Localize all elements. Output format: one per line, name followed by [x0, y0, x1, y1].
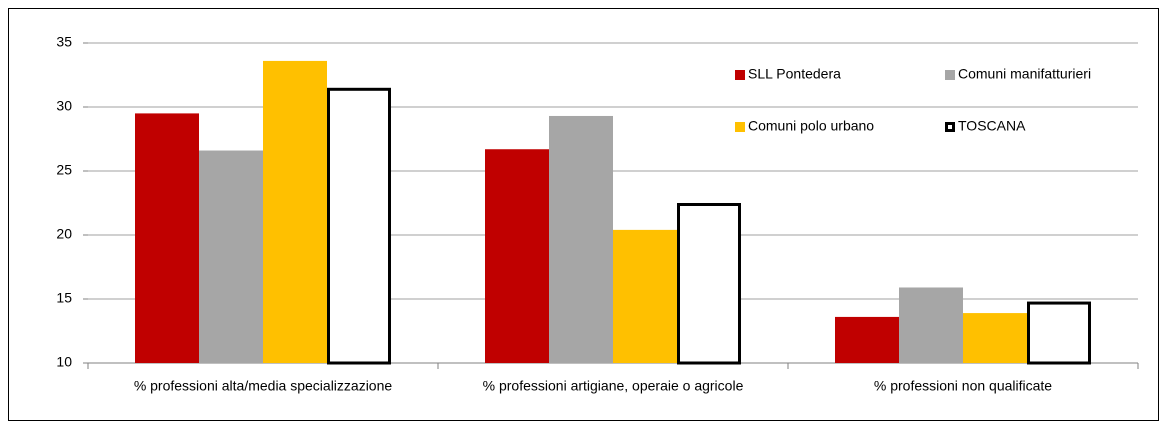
legend-label: SLL Pontedera: [748, 66, 841, 82]
bar: [835, 316, 899, 363]
y-tick-label: 25: [56, 162, 72, 178]
bar: [485, 149, 549, 363]
legend-label: Comuni manifatturieri: [958, 66, 1091, 82]
y-tick-label: 10: [56, 354, 72, 370]
legend-swatch: [945, 70, 955, 80]
y-tick-label: 20: [56, 226, 72, 242]
legend-swatch: [945, 122, 955, 132]
y-tick-label: 30: [56, 98, 72, 114]
x-tick-label: % professioni alta/media specializzazion…: [134, 378, 393, 394]
bar: [199, 150, 263, 363]
bar: [613, 229, 677, 363]
bar: [327, 87, 391, 365]
legend-label: Comuni polo urbano: [748, 118, 874, 134]
legend-swatch: [735, 70, 745, 80]
bar: [263, 60, 327, 364]
legend-label: TOSCANA: [958, 118, 1026, 134]
legend-swatch: [735, 122, 745, 132]
bar: [899, 287, 963, 363]
bar: [1027, 301, 1091, 365]
bar: [549, 115, 613, 364]
bar: [963, 313, 1027, 363]
x-tick-label: % professioni artigiane, operaie o agric…: [483, 378, 744, 394]
x-tick-label: % professioni non qualificate: [874, 378, 1052, 394]
bar: [677, 203, 741, 365]
bar: [135, 113, 199, 364]
y-tick-label: 35: [56, 34, 72, 50]
y-tick-label: 15: [56, 290, 72, 306]
